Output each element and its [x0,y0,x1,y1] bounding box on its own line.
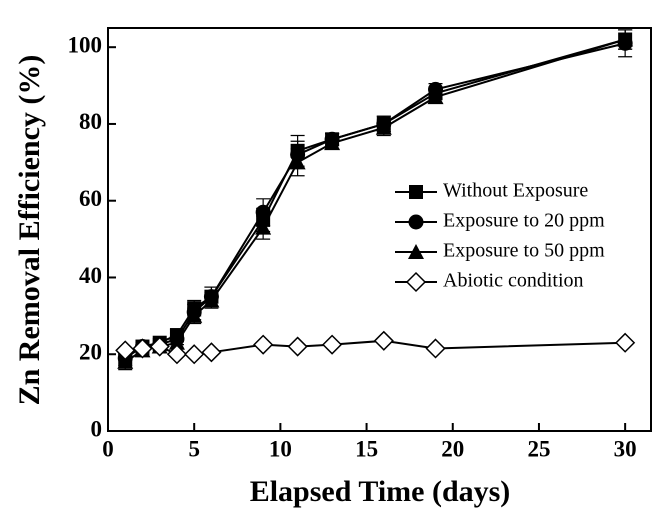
x-tick-label: 15 [355,436,378,461]
marker [184,344,205,365]
x-tick-label: 0 [102,436,114,461]
y-tick-label: 60 [79,186,102,211]
marker [425,338,446,359]
legend-label: Exposure to 50 ppm [443,240,605,262]
marker [427,89,444,105]
y-tick-label: 40 [79,263,102,288]
y-axis-label: Zn Removal Efficiency (%) [13,55,46,406]
marker [201,342,222,363]
marker [203,292,220,308]
marker [186,307,203,323]
marker [149,336,170,357]
y-tick-label: 20 [79,340,102,365]
x-axis-label: Elapsed Time (days) [250,475,511,508]
marker [255,204,271,220]
x-tick-label: 20 [441,436,464,461]
marker [408,214,424,230]
marker [617,31,634,47]
marker [322,334,343,355]
marker [405,271,427,293]
marker [408,244,424,259]
x-tick-label: 25 [527,436,550,461]
marker [132,338,153,359]
marker [287,336,308,357]
marker [255,219,272,235]
marker [409,185,423,199]
marker [115,340,136,361]
y-tick-label: 80 [79,109,102,134]
marker [615,332,636,353]
y-tick-label: 100 [68,32,103,57]
marker [166,344,188,365]
legend-label: Without Exposure [443,180,588,202]
marker [117,353,134,369]
x-tick-label: 10 [269,436,292,461]
plot-frame [107,27,652,432]
y-tick-label: 0 [91,416,103,441]
x-tick-label: 30 [614,436,637,461]
marker [168,334,185,350]
legend-label: Exposure to 20 ppm [443,210,605,232]
marker [373,330,394,351]
legend-label: Abiotic condition [443,270,584,292]
x-tick-label: 5 [188,436,200,461]
marker [289,154,306,170]
marker [253,334,274,355]
marker [375,119,392,135]
marker [324,135,341,151]
